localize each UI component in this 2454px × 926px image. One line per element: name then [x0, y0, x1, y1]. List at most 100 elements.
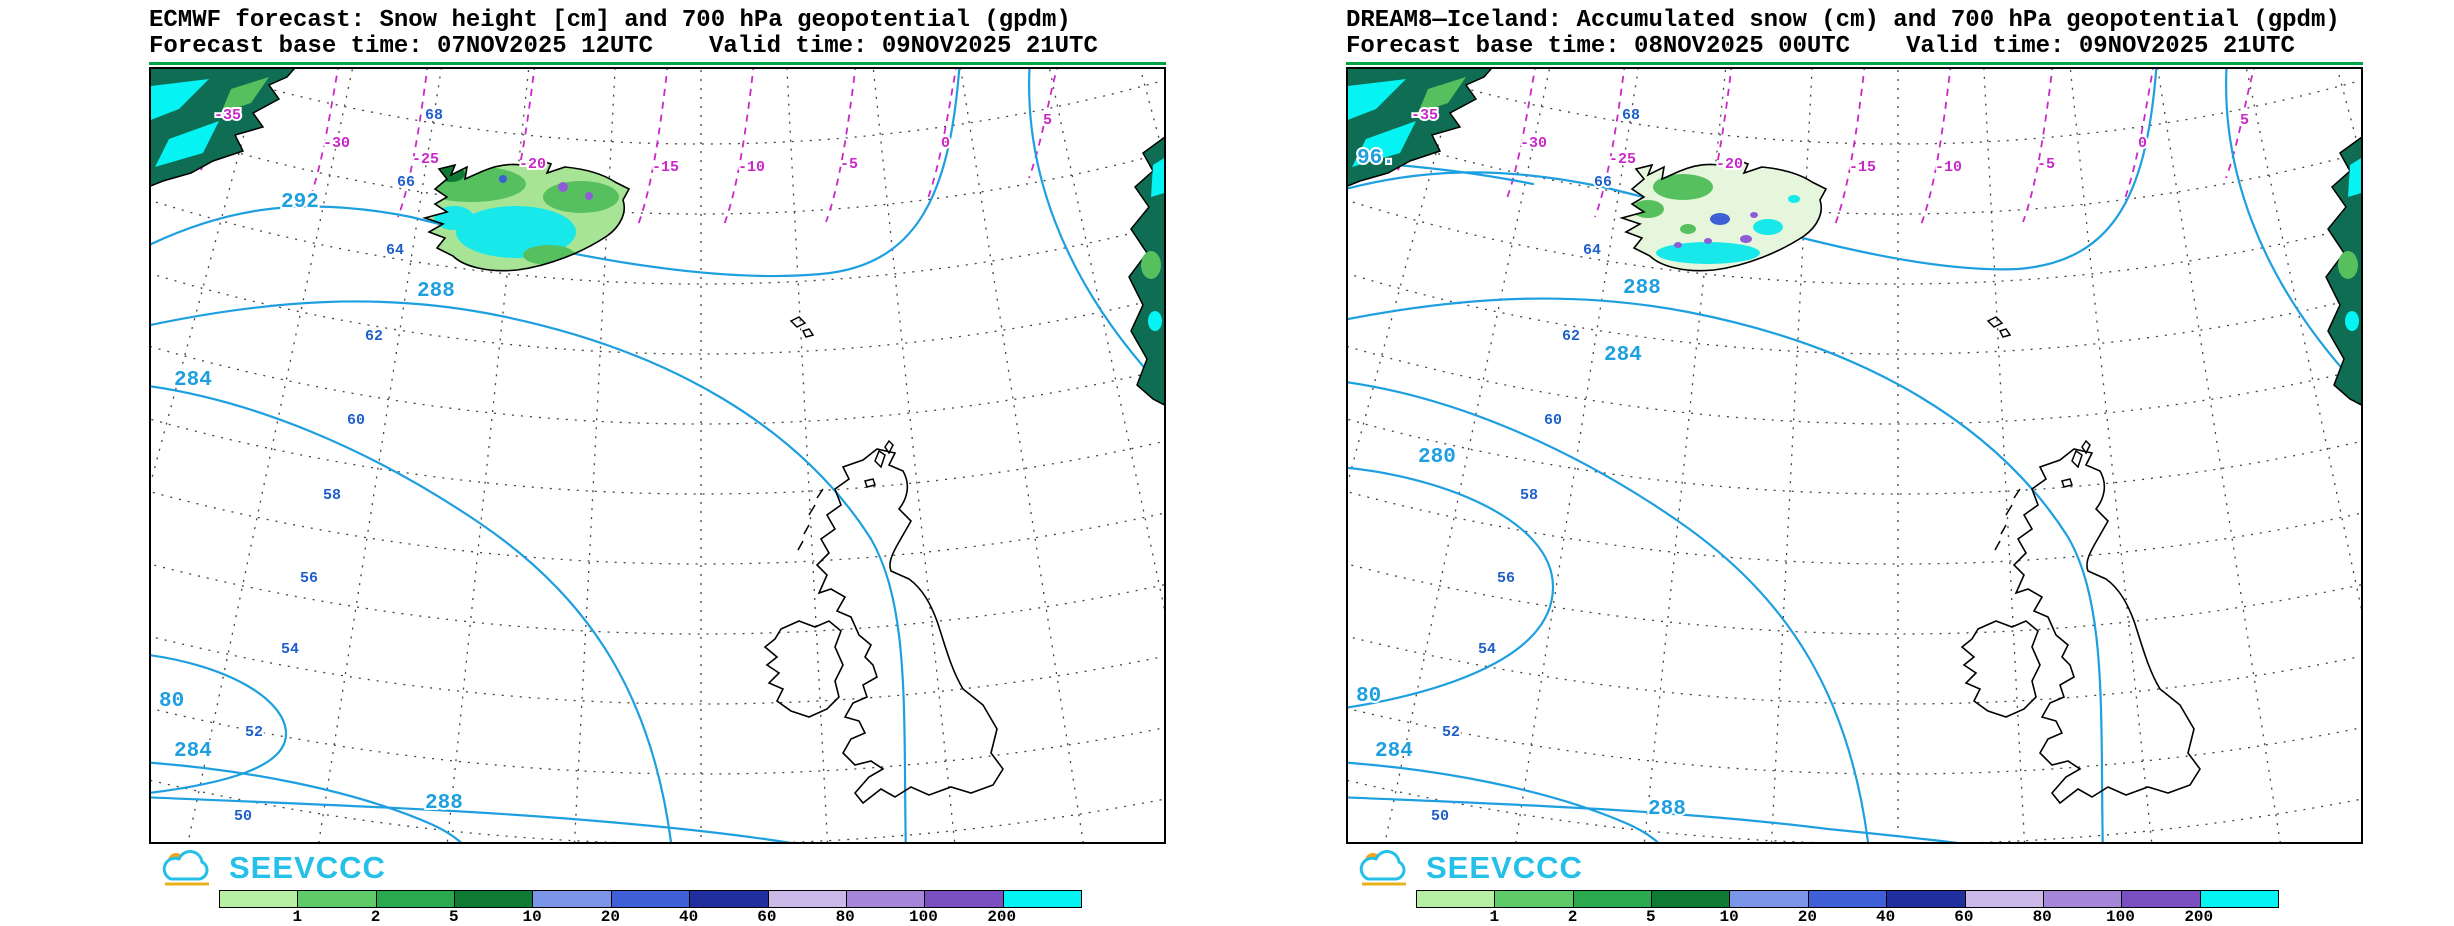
colorbar-segment: [375, 891, 455, 907]
latitude-label: 56: [300, 570, 318, 587]
great-britain-coastline: [2012, 448, 2201, 805]
latitude-label: 60: [1544, 412, 1562, 429]
colorbar-tick-label: 40: [1876, 908, 1896, 926]
latitude-label: 68: [1622, 107, 1640, 124]
colorbar-segment: [689, 891, 768, 907]
forecast-base-time: Forecast base time: 08NOV2025 00UTC: [1346, 33, 1851, 60]
colorbar-tick-label: 60: [1954, 908, 1974, 926]
colorbar-segment: [610, 891, 690, 907]
forecast-times: Forecast base time: 08NOV2025 00UTC Vali…: [1346, 34, 2363, 60]
colorbar-segment: [924, 891, 1003, 907]
temperature-label: 5: [2240, 112, 2249, 129]
colorbar-tick-label: 60: [757, 908, 777, 926]
geopotential-label: 292: [281, 191, 319, 214]
colorbar-tick-label: 100: [909, 908, 938, 926]
colorbar-tick-label: 1: [292, 908, 303, 926]
colorbar-tick-label: 200: [987, 908, 1017, 926]
colorbar-tick-label: 5: [449, 908, 459, 926]
ireland-coastline: [1960, 620, 2041, 718]
colorbar-tick-label: 10: [1719, 908, 1739, 926]
temperature-label: 5: [1043, 112, 1052, 129]
temperature-label: 0: [941, 135, 950, 152]
forecast-base-time: Forecast base time: 07NOV2025 12UTC: [149, 33, 654, 60]
geopotential-label: 284: [1375, 740, 1413, 763]
colorbar-tick-label: 20: [1797, 908, 1817, 926]
latitude-label: 52: [245, 724, 263, 741]
page-title: DREAM8—Iceland: Accumulated snow (cm) an…: [1346, 7, 2340, 34]
latitude-label: 58: [323, 487, 341, 504]
colorbar-segment: [2199, 891, 2278, 907]
temperature-label: -30: [1520, 135, 1547, 152]
snow-shading: [425, 166, 619, 265]
latitude-label: 50: [1431, 808, 1449, 825]
logo-text: SEEVCCC: [229, 850, 386, 885]
snow-shading: [1632, 174, 1800, 264]
panel-ecmwf: ECMWF forecast: Snow height [cm] and 700…: [149, 7, 1166, 926]
colorbar-segment: [1417, 891, 1495, 907]
colorbar-segment: [1494, 891, 1573, 907]
temperature-label: -35: [214, 107, 241, 124]
colorbar-tick-label: 80: [835, 908, 855, 926]
latitude-label: 66: [397, 174, 415, 191]
geopotential-label: 284: [174, 740, 212, 763]
temperature-label: -35: [1411, 107, 1438, 124]
colorbar-segment: [532, 891, 611, 907]
temperature-label: -20: [519, 156, 546, 173]
latitude-label: 50: [234, 808, 252, 825]
snow-colorbar: [1416, 890, 2279, 908]
latitude-label: 62: [365, 328, 383, 345]
temperature-label: -5: [2037, 156, 2055, 173]
colorbar-segment: [220, 891, 298, 907]
colorbar-tick-label: 100: [2106, 908, 2135, 926]
colorbar-tick-label: 2: [1567, 908, 1578, 926]
temperature-label: -15: [652, 159, 679, 176]
page-title: ECMWF forecast: Snow height [cm] and 700…: [149, 7, 1071, 34]
temperature-label: -15: [1849, 159, 1876, 176]
geopotential-label: 284: [1604, 344, 1642, 367]
colorbar-segment: [297, 891, 376, 907]
colorbar-segment: [1886, 891, 1965, 907]
small-islands: [1986, 316, 2091, 551]
ireland-coastline: [763, 620, 844, 718]
graticule: [151, 69, 1164, 842]
geopotential-label: 288: [425, 792, 463, 815]
latitude-label: 56: [1497, 570, 1515, 587]
geopotential-label: 80: [159, 690, 184, 713]
geopotential-label: 288: [417, 280, 455, 303]
logo-text: SEEVCCC: [1426, 850, 1583, 885]
snow-colorbar: [219, 890, 1082, 908]
colorbar-tick-labels: 1 2 5 10 20 40 60 80 100 200: [219, 908, 1080, 926]
colorbar-segment: [845, 891, 925, 907]
colorbar-tick-label: 10: [522, 908, 542, 926]
graticule: [1348, 69, 2361, 842]
geopotential-label: 80: [1356, 685, 1381, 708]
latitude-label: 66: [1594, 174, 1612, 191]
seevccc-logo: SEEVCCC: [1352, 847, 1583, 889]
colorbar-tick-labels: 1 2 5 10 20 40 60 80 100 200: [1416, 908, 2277, 926]
header-rule: [149, 62, 1166, 65]
temperature-label: -25: [1609, 151, 1636, 168]
colorbar-tick-label: 20: [600, 908, 620, 926]
colorbar-segment: [1002, 891, 1081, 907]
colorbar-segment: [2121, 891, 2200, 907]
valid-time: Valid time: 09NOV2025 21UTC: [709, 33, 1098, 60]
great-britain-coastline: [815, 448, 1004, 805]
latitude-label: 64: [386, 242, 404, 259]
temperature-label: -5: [840, 156, 858, 173]
latitude-label: 54: [281, 641, 299, 658]
cloud-sun-icon: [1359, 850, 1406, 886]
temperature-label: -10: [1935, 159, 1962, 176]
geopotential-contours: [1348, 69, 2361, 842]
temperature-label: 0: [2138, 135, 2147, 152]
temperature-label: -10: [738, 159, 765, 176]
map-frame: 68 66 64 62 60 58 56 54 52 50 -35 -30 -25 -20 -15 -10 -5…: [149, 67, 1166, 844]
latitude-label: 62: [1562, 328, 1580, 345]
coastlines: [151, 69, 1164, 805]
geopotential-label: 96.: [1357, 147, 1395, 170]
colorbar-tick-label: 80: [2032, 908, 2052, 926]
geopotential-label: 284: [174, 369, 212, 392]
geopotential-label: 280: [1418, 446, 1456, 469]
